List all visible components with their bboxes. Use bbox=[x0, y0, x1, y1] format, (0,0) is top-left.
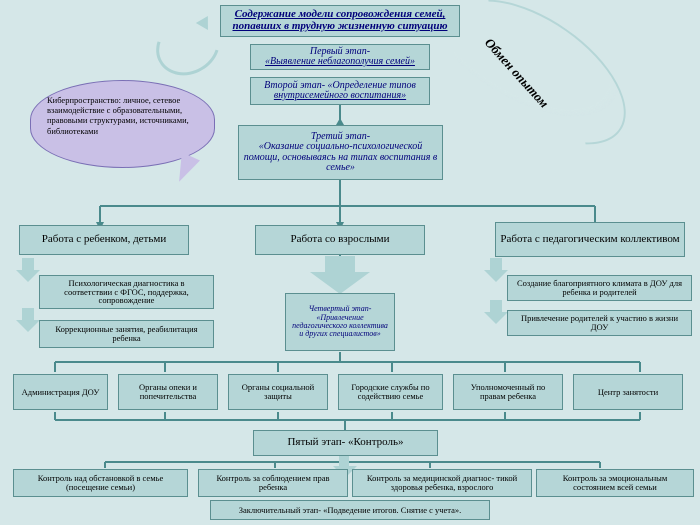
seq-arrow-icon bbox=[22, 258, 34, 272]
spec-4: Городские службы по содействию семье bbox=[338, 374, 443, 410]
seq-arrow-icon bbox=[490, 258, 502, 272]
stage-5: Пятый этап- «Контроль» bbox=[253, 430, 438, 456]
stage-1: Первый этап-«Выявление неблагополучия се… bbox=[250, 44, 430, 70]
staff-sub-b: Привлечение родителей к участию в жизни … bbox=[507, 310, 692, 336]
branch-staff: Работа с педагогическим коллективом bbox=[495, 222, 685, 257]
ctrl-4: Контроль за эмоциональным состоянием все… bbox=[536, 469, 694, 497]
ctrl-2: Контроль за соблюдением прав ребенка bbox=[198, 469, 348, 497]
stage-3: Третий этап-«Оказание социально-психолог… bbox=[238, 125, 443, 180]
child-sub-a: Психологическая диагностика в соответств… bbox=[39, 275, 214, 309]
seq-arrow-icon bbox=[490, 300, 502, 314]
seq-arrow-icon bbox=[22, 308, 34, 322]
stage-4: Четвертый этап-«Привлечение педагогическ… bbox=[285, 293, 395, 351]
seq-arrow-icon bbox=[339, 456, 349, 468]
spec-2: Органы опеки и попечительства bbox=[118, 374, 218, 410]
ctrl-3: Контроль за медицинской диагнос- тикой з… bbox=[352, 469, 532, 497]
branch-child: Работа с ребенком, детьми bbox=[19, 225, 189, 255]
big-arrow-icon bbox=[325, 256, 355, 274]
spec-6: Центр занятости bbox=[573, 374, 683, 410]
diagram-title: Содержание модели сопровождения семей, п… bbox=[220, 5, 460, 37]
staff-sub-a: Создание благоприятного климата в ДОУ дл… bbox=[507, 275, 692, 301]
connector bbox=[339, 180, 341, 188]
stage-2: Второй этап- «Определение типоввнутрисем… bbox=[250, 77, 430, 105]
callout-text: Киберпространство: личное, сетевое взаим… bbox=[47, 95, 189, 136]
spec-5: Уполномоченный по правам ребенка bbox=[453, 374, 563, 410]
child-sub-b: Коррекционные занятия, реабилитация ребе… bbox=[39, 320, 214, 348]
curly-arrow-icon bbox=[145, 5, 230, 86]
branch-adult: Работа со взрослыми bbox=[255, 225, 425, 255]
spec-1: Администрация ДОУ bbox=[13, 374, 108, 410]
ctrl-1: Контроль над обстановкой в семье (посеще… bbox=[13, 469, 188, 497]
spec-3: Органы социальной защиты bbox=[228, 374, 328, 410]
stage-final: Заключительный этап- «Подведение итогов.… bbox=[210, 500, 490, 520]
